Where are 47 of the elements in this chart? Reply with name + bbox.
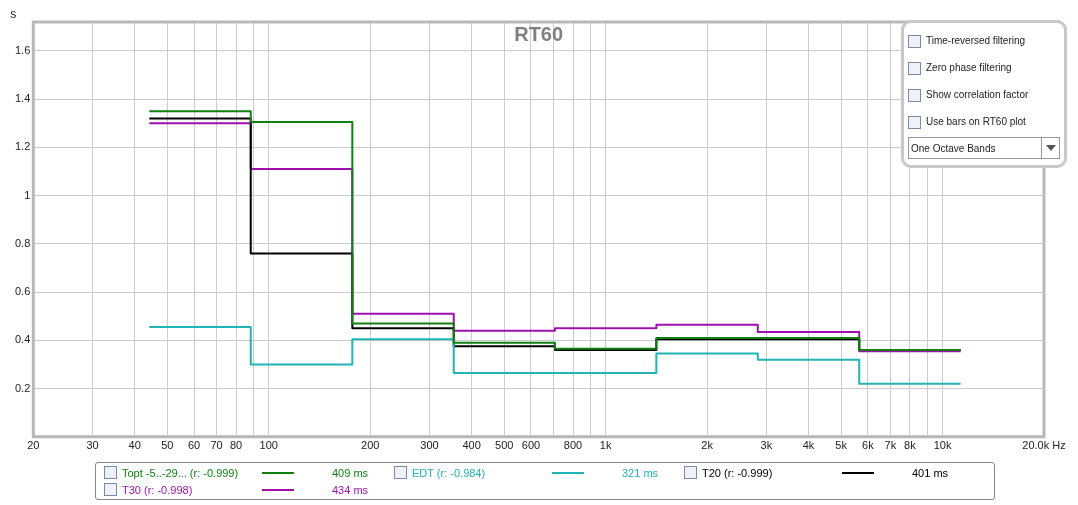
x-tick-label: 3k (760, 439, 773, 452)
annotation: Zero phase filtering (925, 61, 1013, 75)
text: T20 (r: -0.999) (702, 466, 774, 479)
x-tick-label: 4k (802, 439, 815, 452)
x-tick-label: 10k (933, 439, 952, 452)
x-tick-label: 500 (495, 439, 514, 452)
y-tick-label: 0.8 (14, 236, 31, 249)
x-tick-label: 600 (521, 439, 541, 452)
x-tick-label: 40 (128, 439, 141, 452)
y-tick-label: 1.6 (14, 43, 31, 56)
annotation: One Octave Bands (910, 142, 997, 154)
x-tick-label: 20 (27, 439, 40, 452)
text: 321 ms (622, 466, 659, 479)
x-tick-label: 100 (259, 439, 278, 452)
y-tick-label: 0.4 (14, 333, 31, 346)
y-axis-title: s (10, 7, 17, 22)
text: 401 ms (912, 466, 949, 479)
y-tick-label: 0.2 (14, 381, 31, 394)
x-tick-label: 30 (86, 439, 99, 452)
y-tick-label: 1 (24, 188, 31, 201)
x-tick-label: 80 (230, 439, 243, 452)
x-tick-label: 1k (599, 439, 612, 452)
x-tick-label: 50 (161, 439, 174, 452)
x-tick-label: 800 (563, 439, 583, 452)
x-tick-label: 400 (462, 439, 481, 452)
annotation: Time-reversed filtering (925, 34, 1027, 48)
annotation: Show correlation factor (925, 88, 1030, 102)
x-tick-label: 2k (701, 439, 714, 452)
x-tick-label: 300 (420, 439, 439, 452)
x-tick-label: 7k (884, 439, 897, 452)
x-tick-label: 70 (210, 439, 223, 452)
text: 434 ms (332, 483, 369, 496)
x-tick-label: 8k (904, 439, 917, 452)
y-tick-label: 1.4 (14, 92, 31, 105)
text: EDT (r: -0.984) (412, 466, 487, 479)
text: T30 (r: -0.998) (122, 483, 194, 496)
text: 409 ms (332, 466, 369, 479)
y-tick-label: 1.2 (14, 140, 31, 153)
x-tick-label: 6k (862, 439, 875, 452)
x-tick-label: 200 (361, 439, 380, 452)
annotation: Use bars on RT60 plot (925, 115, 1027, 129)
x-tick-label: 20.0k Hz (1022, 439, 1066, 452)
chart-title: RT60 (514, 22, 564, 45)
x-tick-label: 5k (835, 439, 848, 452)
text: Topt -5..-29... (r: -0.999) (122, 466, 240, 479)
y-tick-label: 0.6 (14, 285, 31, 298)
x-tick-label: 60 (187, 439, 201, 452)
